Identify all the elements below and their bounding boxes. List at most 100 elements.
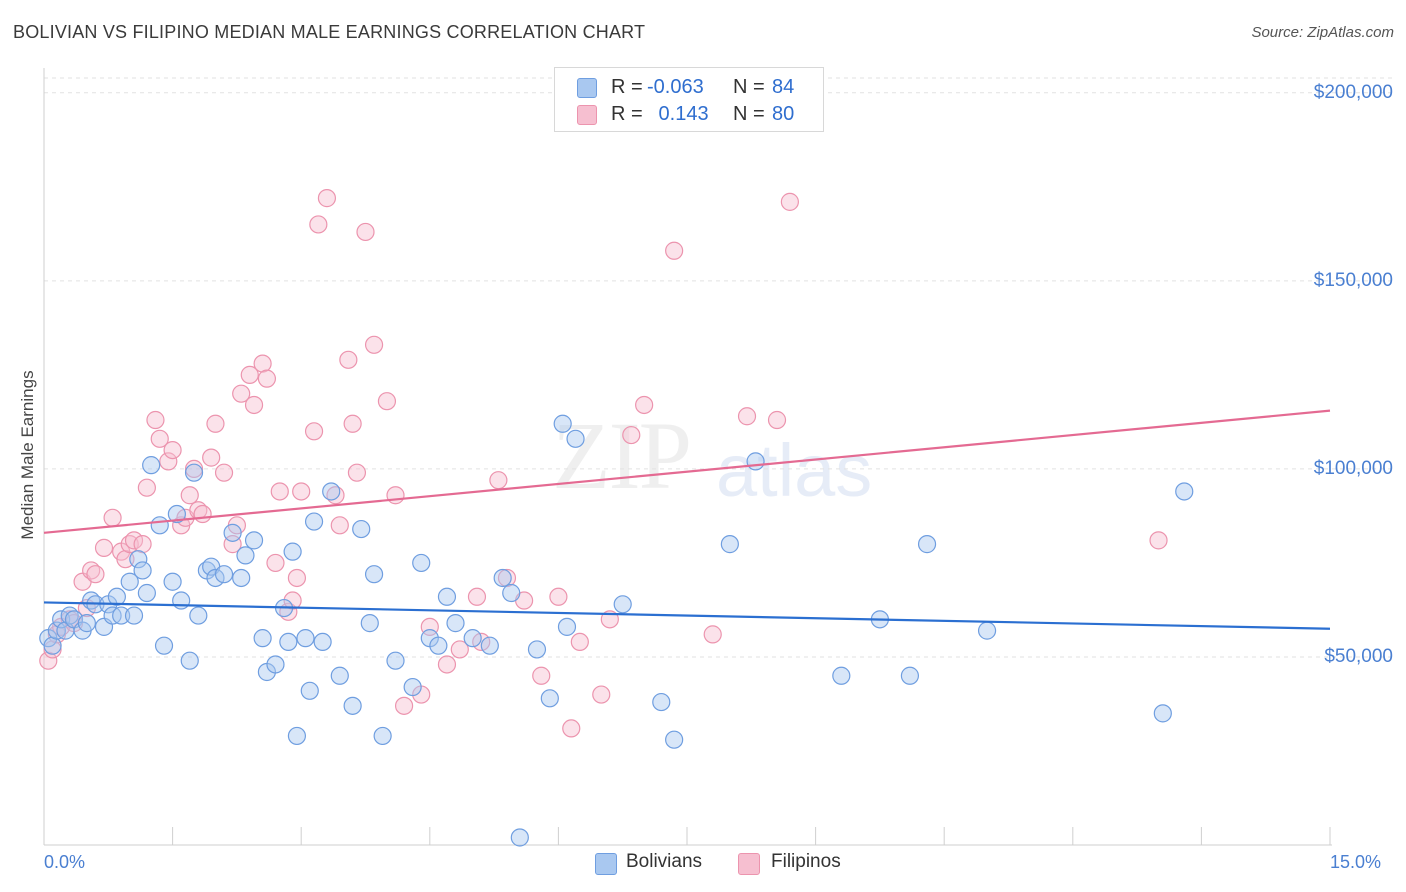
bolivian-point bbox=[172, 591, 191, 610]
bolivian-point bbox=[665, 730, 684, 749]
bolivian-point bbox=[283, 542, 302, 561]
bolivian-point bbox=[142, 456, 161, 475]
bolivian-point bbox=[977, 621, 997, 640]
filipino-point bbox=[270, 482, 289, 501]
bolivian-point bbox=[480, 636, 499, 655]
y-tick-label: $200,000 bbox=[1313, 81, 1393, 103]
bolivian-point bbox=[527, 640, 547, 659]
filipino-point bbox=[364, 335, 384, 354]
bolivian-point bbox=[900, 666, 920, 685]
correlation-legend: R = -0.063 N = 84 R = 0.143 N = 80 bbox=[554, 67, 824, 132]
bolivian-point bbox=[163, 572, 182, 591]
filipino-point bbox=[780, 192, 799, 211]
y-tick-label: $100,000 bbox=[1313, 457, 1393, 479]
filipino-point bbox=[356, 222, 375, 242]
bolivian-point bbox=[832, 666, 851, 685]
filipino-point bbox=[450, 640, 469, 659]
bolivian-point bbox=[386, 651, 405, 670]
legend-r-label: R = bbox=[611, 103, 643, 125]
filipino-point bbox=[180, 486, 199, 505]
bolivian-point bbox=[510, 828, 529, 847]
filipino-point bbox=[472, 632, 491, 652]
filipino-point bbox=[562, 719, 581, 738]
bolivian-point bbox=[124, 606, 144, 625]
bolivian-point bbox=[129, 550, 148, 569]
filipino-point bbox=[330, 516, 349, 535]
bolivian-point bbox=[223, 523, 242, 542]
bolivian-point bbox=[184, 463, 204, 482]
bolivian-point bbox=[613, 595, 632, 614]
filipino-point bbox=[39, 651, 58, 670]
filipino-point bbox=[343, 414, 362, 433]
x-tick-label-min: 0.0% bbox=[44, 852, 86, 872]
bolivian-point bbox=[373, 726, 392, 746]
bolivian-point bbox=[343, 696, 362, 715]
filipino-point bbox=[202, 448, 221, 467]
bolivian-point bbox=[189, 606, 208, 625]
filipino-point bbox=[94, 538, 114, 557]
bolivian-point bbox=[313, 632, 332, 652]
bolivian-point bbox=[352, 519, 371, 539]
bolivian-point bbox=[287, 726, 307, 746]
bolivian-point bbox=[167, 504, 186, 524]
filipino-point bbox=[253, 354, 272, 373]
bolivian-point bbox=[77, 614, 96, 633]
bolivian-point bbox=[566, 429, 585, 448]
filipino-point bbox=[622, 425, 641, 445]
filipino-point bbox=[232, 384, 251, 403]
bolivian-point bbox=[112, 606, 131, 625]
filipino-point bbox=[309, 215, 328, 234]
bolivian-trend-line bbox=[43, 601, 1331, 630]
bolivian-point bbox=[493, 568, 512, 588]
bolivian-point bbox=[137, 583, 156, 603]
filipino-point bbox=[214, 463, 234, 482]
filipino-point bbox=[146, 410, 165, 430]
legend-n-value: 84 bbox=[772, 76, 795, 98]
filipino-point bbox=[244, 395, 264, 415]
filipino-point bbox=[497, 568, 517, 588]
bolivian-point bbox=[296, 629, 315, 648]
filipino-point bbox=[124, 531, 144, 550]
filipino-point bbox=[467, 587, 487, 606]
filipino-point bbox=[549, 587, 568, 606]
bolivian-point bbox=[437, 587, 457, 606]
y-tick-label: $50,000 bbox=[1324, 645, 1393, 667]
bolivian-point bbox=[232, 568, 251, 588]
x-tick-label-max: 15.0% bbox=[1330, 852, 1382, 872]
bottom-swatch-blue bbox=[595, 853, 617, 875]
filipino-point bbox=[193, 504, 212, 524]
bolivian-point bbox=[236, 546, 255, 565]
filipino-point bbox=[103, 508, 122, 527]
y-tick-label: $150,000 bbox=[1313, 269, 1393, 291]
filipino-point bbox=[665, 241, 684, 260]
filipino-point bbox=[532, 666, 551, 685]
filipino-point bbox=[347, 463, 367, 482]
filipino-point bbox=[292, 482, 311, 501]
filipino-point bbox=[304, 422, 324, 441]
bolivian-point bbox=[446, 614, 465, 633]
bolivian-point bbox=[180, 651, 199, 670]
legend-n-label: N = bbox=[733, 103, 765, 125]
filipino-trend-line bbox=[43, 409, 1331, 534]
filipino-point bbox=[257, 369, 277, 388]
filipino-point bbox=[394, 696, 414, 715]
filipino-point bbox=[339, 350, 358, 369]
bolivian-point bbox=[154, 636, 174, 655]
bolivian-point bbox=[330, 666, 349, 685]
filipino-point bbox=[266, 553, 285, 573]
bolivian-point bbox=[429, 636, 448, 655]
filipino-point bbox=[767, 410, 787, 430]
filipino-point bbox=[635, 395, 654, 415]
filipino-point bbox=[592, 685, 611, 704]
bolivian-point bbox=[403, 677, 422, 697]
filipino-point bbox=[150, 429, 169, 448]
bolivian-point bbox=[52, 610, 71, 629]
bolivian-point bbox=[502, 583, 521, 603]
bolivian-point bbox=[917, 535, 937, 554]
filipino-point bbox=[133, 535, 152, 554]
legend-swatch-blue bbox=[577, 78, 597, 98]
filipino-point bbox=[377, 392, 397, 411]
bolivian-point bbox=[43, 636, 62, 655]
bolivian-point bbox=[107, 587, 126, 606]
